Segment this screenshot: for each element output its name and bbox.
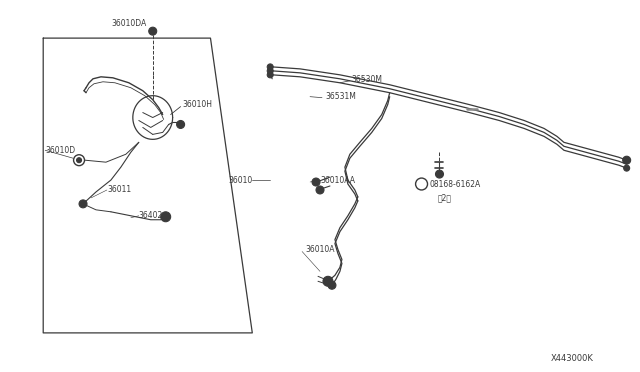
Text: 36010DA: 36010DA: [111, 19, 146, 28]
Text: 36010AA: 36010AA: [320, 176, 355, 185]
Text: X443000K: X443000K: [551, 354, 594, 363]
Circle shape: [623, 165, 630, 171]
Text: 5: 5: [420, 182, 424, 186]
Text: 36010D: 36010D: [45, 146, 76, 155]
Circle shape: [79, 200, 87, 208]
Circle shape: [161, 212, 171, 222]
Circle shape: [415, 178, 428, 190]
Text: 36011: 36011: [107, 186, 131, 195]
Circle shape: [148, 27, 157, 35]
Circle shape: [435, 170, 444, 178]
Text: 36010A: 36010A: [305, 245, 335, 254]
Circle shape: [268, 64, 273, 70]
Circle shape: [328, 281, 336, 289]
Circle shape: [77, 158, 81, 163]
Circle shape: [623, 156, 630, 164]
Circle shape: [268, 72, 273, 78]
Circle shape: [177, 121, 184, 128]
Text: 08168-6162A: 08168-6162A: [429, 180, 481, 189]
Circle shape: [312, 178, 320, 186]
Text: 36531M: 36531M: [325, 92, 356, 101]
Text: 36402: 36402: [139, 211, 163, 220]
Text: 36530M: 36530M: [352, 75, 383, 84]
Text: 〈2〉: 〈2〉: [438, 193, 451, 202]
Circle shape: [74, 155, 84, 166]
Circle shape: [316, 186, 324, 194]
Text: 36010H: 36010H: [182, 100, 212, 109]
Text: 36010: 36010: [228, 176, 253, 185]
Circle shape: [268, 68, 273, 74]
Circle shape: [323, 276, 333, 286]
